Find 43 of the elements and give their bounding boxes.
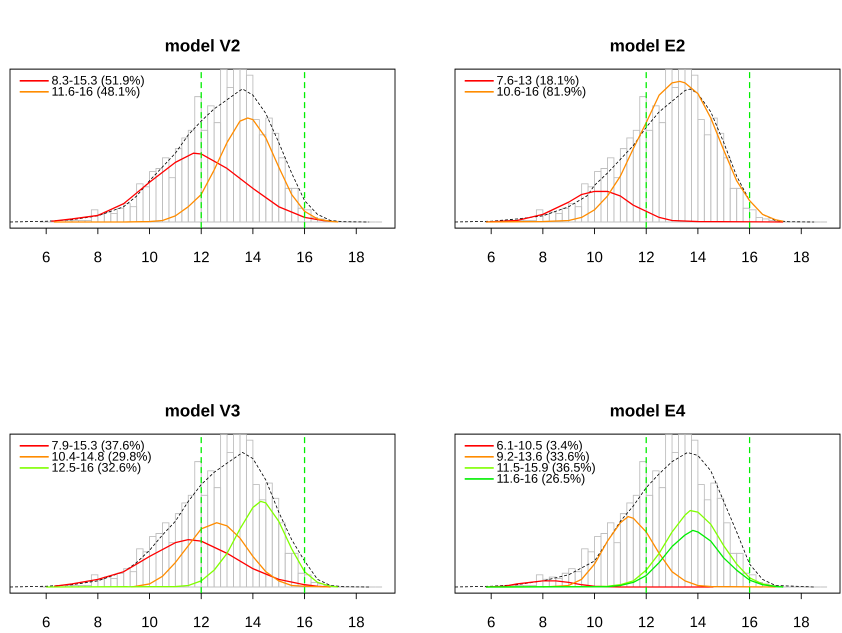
x-tick-label: 10 [142, 252, 158, 262]
x-tick-label: 18 [349, 252, 364, 262]
chart-title: model E2 [610, 39, 685, 52]
chart-title: model V3 [166, 404, 240, 417]
legend-label: 7.9-15.3 (37.6%) [52, 440, 144, 452]
x-tick-label: 16 [297, 252, 312, 262]
chart-title: model V2 [166, 39, 240, 52]
x-tick-label: 12 [639, 252, 654, 262]
x-tick-label: 18 [794, 616, 809, 628]
x-tick-label: 16 [742, 252, 758, 262]
legend-label: 9.2-13.6 (33.6%) [497, 452, 589, 464]
legend-label: 11.6-16 (48.1%) [52, 86, 140, 98]
x-tick-label: 18 [349, 616, 364, 628]
x-tick-label: 14 [690, 616, 706, 627]
x-tick-label: 6 [42, 616, 50, 628]
x-tick-label: 18 [794, 252, 809, 262]
legend-label: 11.5-15.9 (36.5%) [497, 462, 595, 474]
x-tick-label: 14 [690, 252, 706, 262]
x-tick-label: 6 [42, 252, 50, 262]
legend-label: 8.3-15.3 (51.9%) [52, 75, 144, 88]
legend-label: 11.6-16 (26.5%) [497, 474, 584, 486]
x-tick-label: 8 [94, 616, 102, 628]
legend-label: 10.6-16 (81.9%) [497, 86, 586, 98]
x-tick-label: 6 [488, 252, 495, 262]
x-tick-label: 14 [246, 616, 261, 627]
x-tick-label: 14 [246, 252, 261, 262]
x-tick-label: 10 [587, 616, 602, 628]
x-tick-label: 8 [94, 252, 102, 262]
x-tick-label: 10 [142, 616, 158, 628]
legend-label: 10.4-14.8 (29.8%) [52, 452, 151, 464]
chart-title: model E4 [610, 404, 686, 417]
x-tick-label: 12 [639, 616, 654, 628]
x-tick-label: 8 [539, 252, 546, 262]
x-tick-label: 10 [587, 252, 602, 262]
legend-label: 12.5-16 (32.6%) [52, 462, 140, 474]
legend-label: 6.1-10.5 (3.4%) [497, 440, 582, 452]
x-tick-label: 16 [742, 616, 758, 628]
x-tick-label: 6 [488, 616, 495, 628]
x-tick-label: 12 [194, 252, 209, 262]
x-tick-label: 8 [539, 616, 546, 628]
legend-label: 7.6-13 (18.1%) [497, 75, 578, 88]
x-tick-label: 16 [297, 616, 312, 628]
x-tick-label: 12 [194, 616, 209, 628]
